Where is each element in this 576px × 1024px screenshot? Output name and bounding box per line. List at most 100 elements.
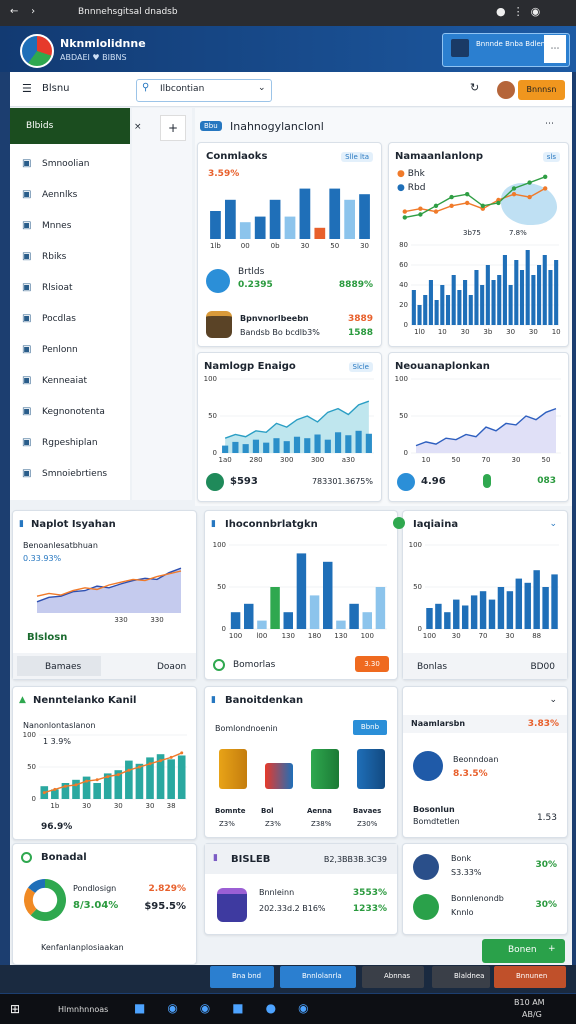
tab-label[interactable]: Bamaes — [45, 662, 82, 672]
nav-item[interactable]: Pocdlas — [42, 314, 76, 324]
start-button[interactable]: ⊞ — [10, 1002, 21, 1016]
primary-button-icon[interactable]: + — [548, 944, 556, 954]
toggle[interactable] — [483, 474, 491, 488]
nav-item[interactable]: Kenneaiat — [42, 376, 87, 386]
x-tick-label: 100 — [423, 632, 436, 640]
nav-item[interactable]: Mnnes — [42, 221, 72, 231]
primary-button-label[interactable]: Bonen — [508, 945, 537, 955]
avatar[interactable] — [497, 81, 515, 99]
browser-bar — [0, 0, 576, 26]
menu-label[interactable]: Blsnu — [42, 83, 70, 94]
action-button[interactable]: Bnnnsn — [518, 80, 565, 100]
bar — [103, 773, 112, 799]
bar — [362, 612, 372, 629]
bottom-tab[interactable] — [432, 966, 490, 988]
sidebar-active-label[interactable]: Blbids — [26, 121, 54, 131]
search-text[interactable]: Ilbcontian — [160, 84, 205, 94]
bottom-tab-label[interactable]: Bnnlolanrla — [302, 972, 342, 980]
nav-item[interactable]: Penlonn — [42, 345, 78, 355]
nav-item[interactable]: Aennlks — [42, 190, 78, 200]
card-button[interactable]: 3.30 — [355, 656, 389, 672]
product-label: Bavaes — [353, 807, 382, 815]
nav-item[interactable]: Smnoolian — [42, 159, 90, 169]
bottom-tab-label[interactable]: Abnnas — [384, 972, 411, 980]
promo-menu[interactable]: ⋯ — [544, 35, 566, 63]
bar — [497, 587, 505, 629]
expand-icon[interactable]: ⌄ — [549, 519, 557, 529]
y-tick-label: 40 — [399, 281, 408, 289]
row-label: Bonk — [451, 854, 472, 863]
nav-icon[interactable]: ▣ — [22, 220, 32, 231]
x-tick-label: 130 — [334, 632, 347, 640]
row-right-sub: 1588 — [347, 328, 373, 338]
nav-icon[interactable]: ▣ — [22, 313, 32, 324]
line-point — [402, 209, 407, 214]
nav-icon[interactable]: ▣ — [22, 437, 32, 448]
card-foot-right[interactable]: BD00 — [530, 662, 555, 672]
nav-icon[interactable]: ▣ — [22, 344, 32, 355]
card-title: Namlogp Enaigo — [204, 361, 296, 372]
dropdown-arrow[interactable]: ⌄ — [258, 83, 266, 93]
collapse-icon[interactable]: × — [134, 122, 142, 132]
icon — [206, 311, 232, 338]
icon — [217, 888, 247, 922]
nav-item[interactable]: Kegnonotenta — [42, 407, 105, 417]
nav-icon[interactable]: ▣ — [22, 375, 32, 386]
y-tick-label: 100 — [213, 541, 226, 549]
refresh-icon[interactable]: ↻ — [470, 81, 480, 94]
nav-item[interactable]: Rlsioat — [42, 283, 73, 293]
bar — [461, 605, 469, 629]
add-button[interactable]: + — [160, 115, 186, 141]
nav-item[interactable]: Rbiks — [42, 252, 67, 262]
bottom-tab-label[interactable]: Blaldnea — [454, 972, 485, 980]
line-point — [465, 192, 470, 197]
bottom-tab-label[interactable]: Bnnunen — [516, 972, 548, 980]
card-stat-right: 783301.3675% — [311, 477, 373, 486]
bottom-tab[interactable] — [494, 966, 566, 988]
browser-icons[interactable]: ← › — [10, 6, 36, 17]
nav-icon[interactable]: ▣ — [22, 468, 32, 479]
bar — [488, 599, 496, 629]
primary-button[interactable] — [482, 939, 565, 963]
x-tick-label: l00 — [256, 632, 267, 640]
more-icon[interactable]: ⋯ — [545, 119, 554, 129]
nav-icon[interactable]: ▣ — [22, 406, 32, 417]
tab-title[interactable]: Bnnnehsgitsal dnadsb — [78, 7, 178, 17]
nav-item[interactable]: Smnoiebrtiens — [42, 469, 108, 479]
x-tick-label: 30 — [360, 242, 369, 250]
row-value: 3553% — [352, 888, 387, 898]
bottom-tab[interactable] — [280, 966, 356, 988]
nav-icon[interactable]: ▣ — [22, 189, 32, 200]
card-stat: 0.33.93% — [23, 554, 62, 563]
nav-icon[interactable]: ▣ — [22, 158, 32, 169]
card-title: Conmlaoks — [206, 151, 268, 162]
nav-icon[interactable]: ▣ — [22, 251, 32, 262]
bottom-tab[interactable] — [210, 966, 274, 988]
expand-icon[interactable]: ⌄ — [549, 695, 557, 705]
promo-text[interactable]: Bnnnde Bnba Bdlenn — [476, 40, 550, 48]
card-foot[interactable]: Bonlas — [417, 662, 448, 672]
tab-label[interactable]: Doaon — [157, 662, 187, 672]
line-point — [137, 765, 141, 769]
taskbar-search[interactable]: Hlmnhnnoas — [58, 1005, 109, 1014]
search-box[interactable] — [136, 79, 272, 102]
x-tick-label: 10 — [552, 328, 561, 336]
card-title: Bonadal — [41, 852, 87, 863]
icon — [413, 894, 439, 920]
bottom-tab-label[interactable]: Bna bnd — [232, 972, 262, 980]
product-sub: Z38% — [311, 820, 332, 828]
sidebar-active[interactable] — [10, 108, 130, 144]
nav-item[interactable]: Rgpeshiplan — [42, 438, 98, 448]
legend-item: ● Bhk — [397, 169, 425, 179]
tab[interactable] — [17, 656, 101, 676]
nav-icon[interactable]: ▣ — [22, 282, 32, 293]
menu-button[interactable]: ☰ — [22, 82, 32, 95]
bottom-tab[interactable] — [362, 966, 424, 988]
browser-icons[interactable]: ● ⋮ ◉ — [496, 5, 541, 18]
area-fill — [225, 401, 369, 453]
line — [36, 570, 182, 597]
card-badge[interactable]: Bbnb — [353, 720, 387, 735]
card: Namaanlanlonp sls ● Bhk ● Rbd 3b75 7.8% … — [388, 142, 569, 347]
bar — [324, 439, 331, 453]
taskbar-apps[interactable]: ■◉◉■●◉ — [134, 1001, 331, 1015]
